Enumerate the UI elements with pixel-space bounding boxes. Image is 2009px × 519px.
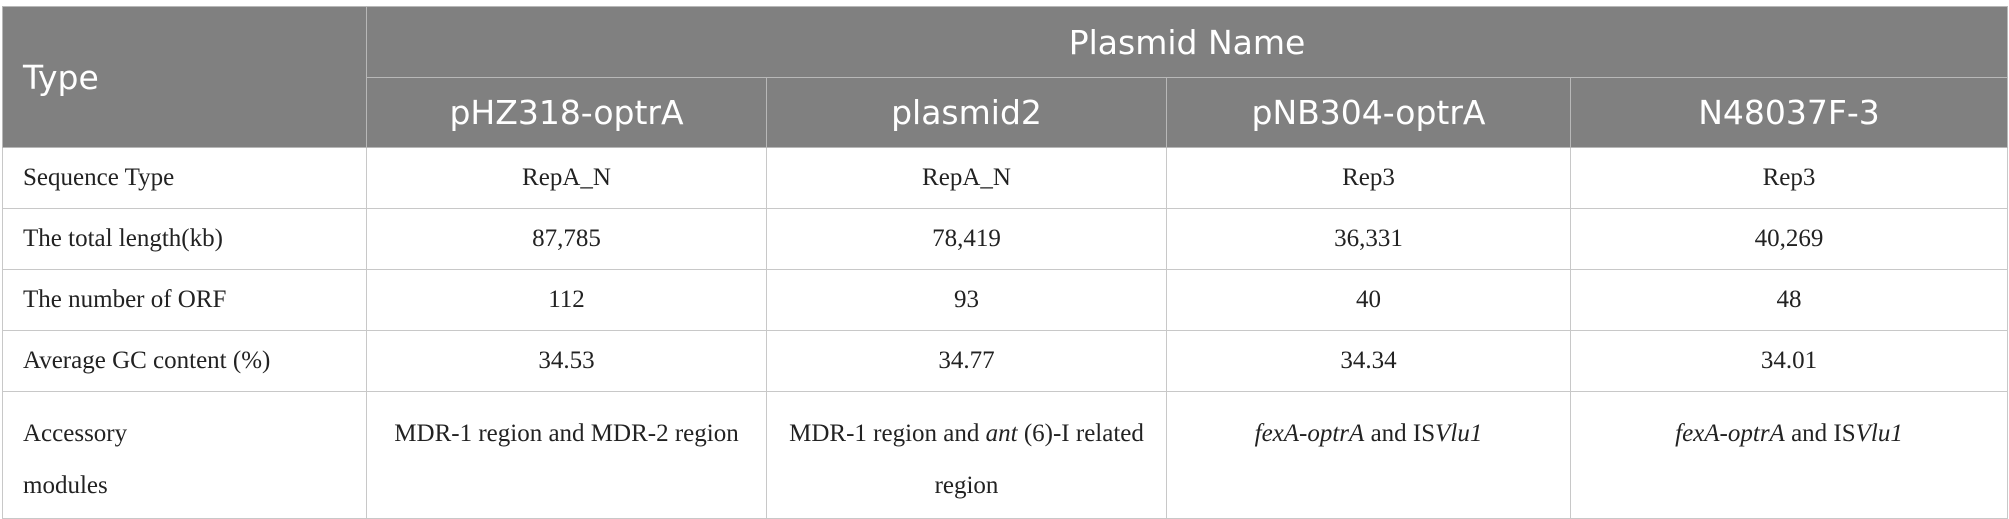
table-cell: 87,785: [366, 208, 767, 270]
table-cell: RepA_N: [766, 147, 1167, 209]
table-cell: 78,419: [766, 208, 1167, 270]
table-row: Sequence Type RepA_N RepA_N Rep3 Rep3: [2, 147, 2009, 209]
row-label: Sequence Type: [2, 147, 367, 209]
column-header: pHZ318-optrA: [366, 77, 767, 148]
table-cell: 40,269: [1569, 208, 2009, 270]
type-header: Type: [2, 6, 367, 148]
table-cell: 34.53: [366, 330, 767, 392]
table-cell: 93: [766, 269, 1167, 331]
table-cell: Rep3: [1166, 147, 1571, 209]
table-row: The total length(kb) 87,785 78,419 36,331 40…: [2, 208, 2009, 270]
table-header: Type Plasmid Name pHZ318-optrA plasmid2 pN…: [2, 6, 2009, 148]
table-cell: 36,331: [1166, 208, 1571, 270]
table-cell: 34.77: [766, 330, 1167, 392]
text-segment: and IS: [1784, 420, 1856, 447]
row-label: Average GC content (%): [2, 330, 367, 392]
text-segment: fexA-optrA: [1254, 420, 1365, 447]
group-header: Plasmid Name: [365, 6, 2009, 78]
plasmid-table: Type Plasmid Name pHZ318-optrA plasmid2 pN…: [2, 6, 2009, 519]
text-segment: (6)-I related region: [934, 420, 1144, 499]
table-cell: MDR-1 region and MDR-2 region: [366, 391, 767, 519]
table-row: The number of ORF 112 93 40 48: [2, 269, 2009, 331]
table-cell: RepA_N: [366, 147, 767, 209]
header-row: pHZ318-optrA plasmid2 pNB304-optrA N48037F-…: [3, 77, 2009, 148]
row-label: Accessory modules: [2, 391, 367, 519]
row-label: The total length(kb): [2, 208, 367, 270]
table-row: Accessory modules MDR-1 region and MDR-2 …: [2, 391, 2009, 519]
column-header: plasmid2: [766, 77, 1167, 148]
page: Type Plasmid Name pHZ318-optrA plasmid2 pN…: [0, 6, 2009, 519]
table-cell: 112: [366, 269, 767, 331]
table-cell: 48: [1569, 269, 2009, 331]
table-cell: 40: [1166, 269, 1571, 331]
text-segment: Vlu1: [1855, 420, 1903, 447]
table-cell: fexA-optrA and ISVlu1: [1166, 391, 1571, 519]
table-cell: MDR-1 region and ant (6)-I related regio…: [766, 391, 1167, 519]
row-label: The number of ORF: [2, 269, 367, 331]
text-segment: Vlu1: [1435, 420, 1483, 447]
column-header: pNB304-optrA: [1166, 77, 1571, 148]
header-row: Type Plasmid Name: [2, 6, 2009, 148]
column-header: N48037F-3: [1569, 77, 2009, 148]
table-cell: Rep3: [1569, 147, 2009, 209]
text-segment: fexA-optrA: [1675, 420, 1785, 447]
text-segment: MDR-1 region and: [789, 420, 986, 447]
table-cell: 34.01: [1569, 330, 2009, 392]
table-row: Average GC content (%) 34.53 34.77 34.34 34.…: [2, 330, 2009, 392]
text-segment: and IS: [1364, 420, 1436, 447]
row-label-text: Accessory modules: [23, 420, 128, 499]
text-segment: MDR-1 region and MDR-2 region: [394, 420, 739, 447]
text-segment: ant: [985, 420, 1018, 447]
table-cell: fexA-optrA and ISVlu1: [1569, 391, 2009, 519]
table-cell: 34.34: [1166, 330, 1571, 392]
table-body: Sequence Type RepA_N RepA_N Rep3 Rep3 The tot…: [2, 147, 2009, 519]
